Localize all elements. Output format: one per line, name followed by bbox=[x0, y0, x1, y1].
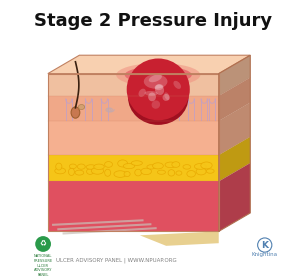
Ellipse shape bbox=[105, 169, 111, 176]
Text: ULCER ADVISORY PANEL | WWW.NPUAP.ORG: ULCER ADVISORY PANEL | WWW.NPUAP.ORG bbox=[56, 258, 177, 263]
Ellipse shape bbox=[144, 91, 158, 96]
Ellipse shape bbox=[78, 105, 85, 109]
Ellipse shape bbox=[147, 165, 155, 169]
Ellipse shape bbox=[155, 84, 163, 90]
Text: Stage 2 Pressure Injury: Stage 2 Pressure Injury bbox=[34, 12, 272, 30]
Polygon shape bbox=[219, 55, 250, 96]
Ellipse shape bbox=[127, 59, 190, 120]
Polygon shape bbox=[219, 103, 250, 155]
Ellipse shape bbox=[69, 164, 76, 169]
Ellipse shape bbox=[56, 163, 62, 170]
Ellipse shape bbox=[201, 162, 212, 169]
Ellipse shape bbox=[114, 171, 126, 177]
Ellipse shape bbox=[149, 74, 162, 82]
Ellipse shape bbox=[69, 168, 74, 175]
Ellipse shape bbox=[165, 162, 176, 168]
Ellipse shape bbox=[144, 74, 167, 89]
Polygon shape bbox=[48, 155, 219, 181]
Text: K: K bbox=[261, 240, 268, 249]
Ellipse shape bbox=[162, 94, 170, 101]
Polygon shape bbox=[219, 137, 250, 181]
Ellipse shape bbox=[187, 170, 196, 177]
Polygon shape bbox=[140, 231, 219, 246]
Ellipse shape bbox=[174, 81, 181, 89]
Ellipse shape bbox=[141, 168, 151, 175]
Polygon shape bbox=[48, 121, 219, 155]
Ellipse shape bbox=[183, 165, 191, 169]
Ellipse shape bbox=[125, 66, 192, 83]
Polygon shape bbox=[219, 163, 250, 231]
Text: NATIONAL
PRESSURE
ULCER
ADVISORY
PANEL: NATIONAL PRESSURE ULCER ADVISORY PANEL bbox=[34, 254, 53, 277]
Ellipse shape bbox=[168, 170, 175, 176]
Ellipse shape bbox=[153, 163, 163, 169]
Circle shape bbox=[35, 236, 51, 252]
Ellipse shape bbox=[105, 162, 113, 167]
Ellipse shape bbox=[206, 169, 214, 173]
Ellipse shape bbox=[118, 160, 128, 167]
Text: ♻: ♻ bbox=[40, 239, 47, 249]
Ellipse shape bbox=[124, 172, 130, 177]
Ellipse shape bbox=[55, 168, 65, 174]
Text: Knightina: Knightina bbox=[252, 252, 278, 257]
Ellipse shape bbox=[131, 161, 142, 165]
Polygon shape bbox=[48, 74, 219, 96]
Ellipse shape bbox=[94, 164, 104, 170]
Polygon shape bbox=[219, 78, 250, 121]
Ellipse shape bbox=[71, 107, 80, 118]
Ellipse shape bbox=[155, 84, 164, 95]
Ellipse shape bbox=[87, 169, 94, 174]
Ellipse shape bbox=[128, 70, 188, 125]
Ellipse shape bbox=[194, 163, 206, 169]
Ellipse shape bbox=[176, 171, 182, 175]
Ellipse shape bbox=[172, 162, 180, 167]
Ellipse shape bbox=[77, 164, 85, 169]
Polygon shape bbox=[48, 96, 219, 121]
Ellipse shape bbox=[164, 92, 170, 100]
Ellipse shape bbox=[75, 170, 84, 175]
Ellipse shape bbox=[151, 100, 160, 109]
Ellipse shape bbox=[139, 89, 146, 97]
Ellipse shape bbox=[123, 163, 135, 169]
Polygon shape bbox=[48, 181, 219, 231]
Ellipse shape bbox=[157, 170, 166, 174]
Ellipse shape bbox=[196, 168, 206, 175]
Ellipse shape bbox=[86, 165, 96, 169]
Polygon shape bbox=[48, 55, 250, 74]
Ellipse shape bbox=[91, 167, 104, 174]
Ellipse shape bbox=[116, 63, 200, 87]
Ellipse shape bbox=[135, 169, 141, 176]
Ellipse shape bbox=[148, 93, 156, 101]
